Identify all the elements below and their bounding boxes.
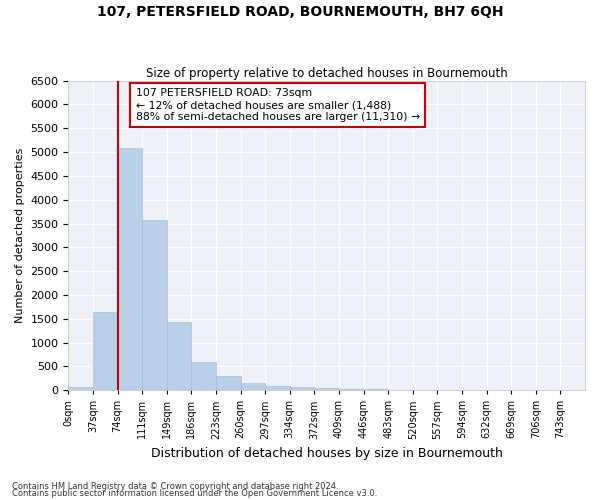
Text: Contains public sector information licensed under the Open Government Licence v3: Contains public sector information licen… bbox=[12, 490, 377, 498]
Bar bbox=[167, 322, 191, 390]
Bar bbox=[93, 312, 118, 390]
Text: 107, PETERSFIELD ROAD, BOURNEMOUTH, BH7 6QH: 107, PETERSFIELD ROAD, BOURNEMOUTH, BH7 … bbox=[97, 5, 503, 19]
Title: Size of property relative to detached houses in Bournemouth: Size of property relative to detached ho… bbox=[146, 66, 508, 80]
Bar bbox=[339, 389, 364, 390]
Bar bbox=[314, 388, 339, 390]
Bar bbox=[191, 362, 216, 390]
X-axis label: Distribution of detached houses by size in Bournemouth: Distribution of detached houses by size … bbox=[151, 447, 503, 460]
Text: 107 PETERSFIELD ROAD: 73sqm
← 12% of detached houses are smaller (1,488)
88% of : 107 PETERSFIELD ROAD: 73sqm ← 12% of det… bbox=[136, 88, 419, 122]
Text: Contains HM Land Registry data © Crown copyright and database right 2024.: Contains HM Land Registry data © Crown c… bbox=[12, 482, 338, 491]
Bar bbox=[216, 376, 241, 390]
Bar bbox=[241, 383, 265, 390]
Y-axis label: Number of detached properties: Number of detached properties bbox=[15, 148, 25, 323]
Bar bbox=[265, 386, 290, 390]
Bar bbox=[142, 220, 167, 390]
Bar bbox=[68, 388, 93, 390]
Bar bbox=[290, 387, 314, 390]
Bar bbox=[118, 148, 142, 390]
